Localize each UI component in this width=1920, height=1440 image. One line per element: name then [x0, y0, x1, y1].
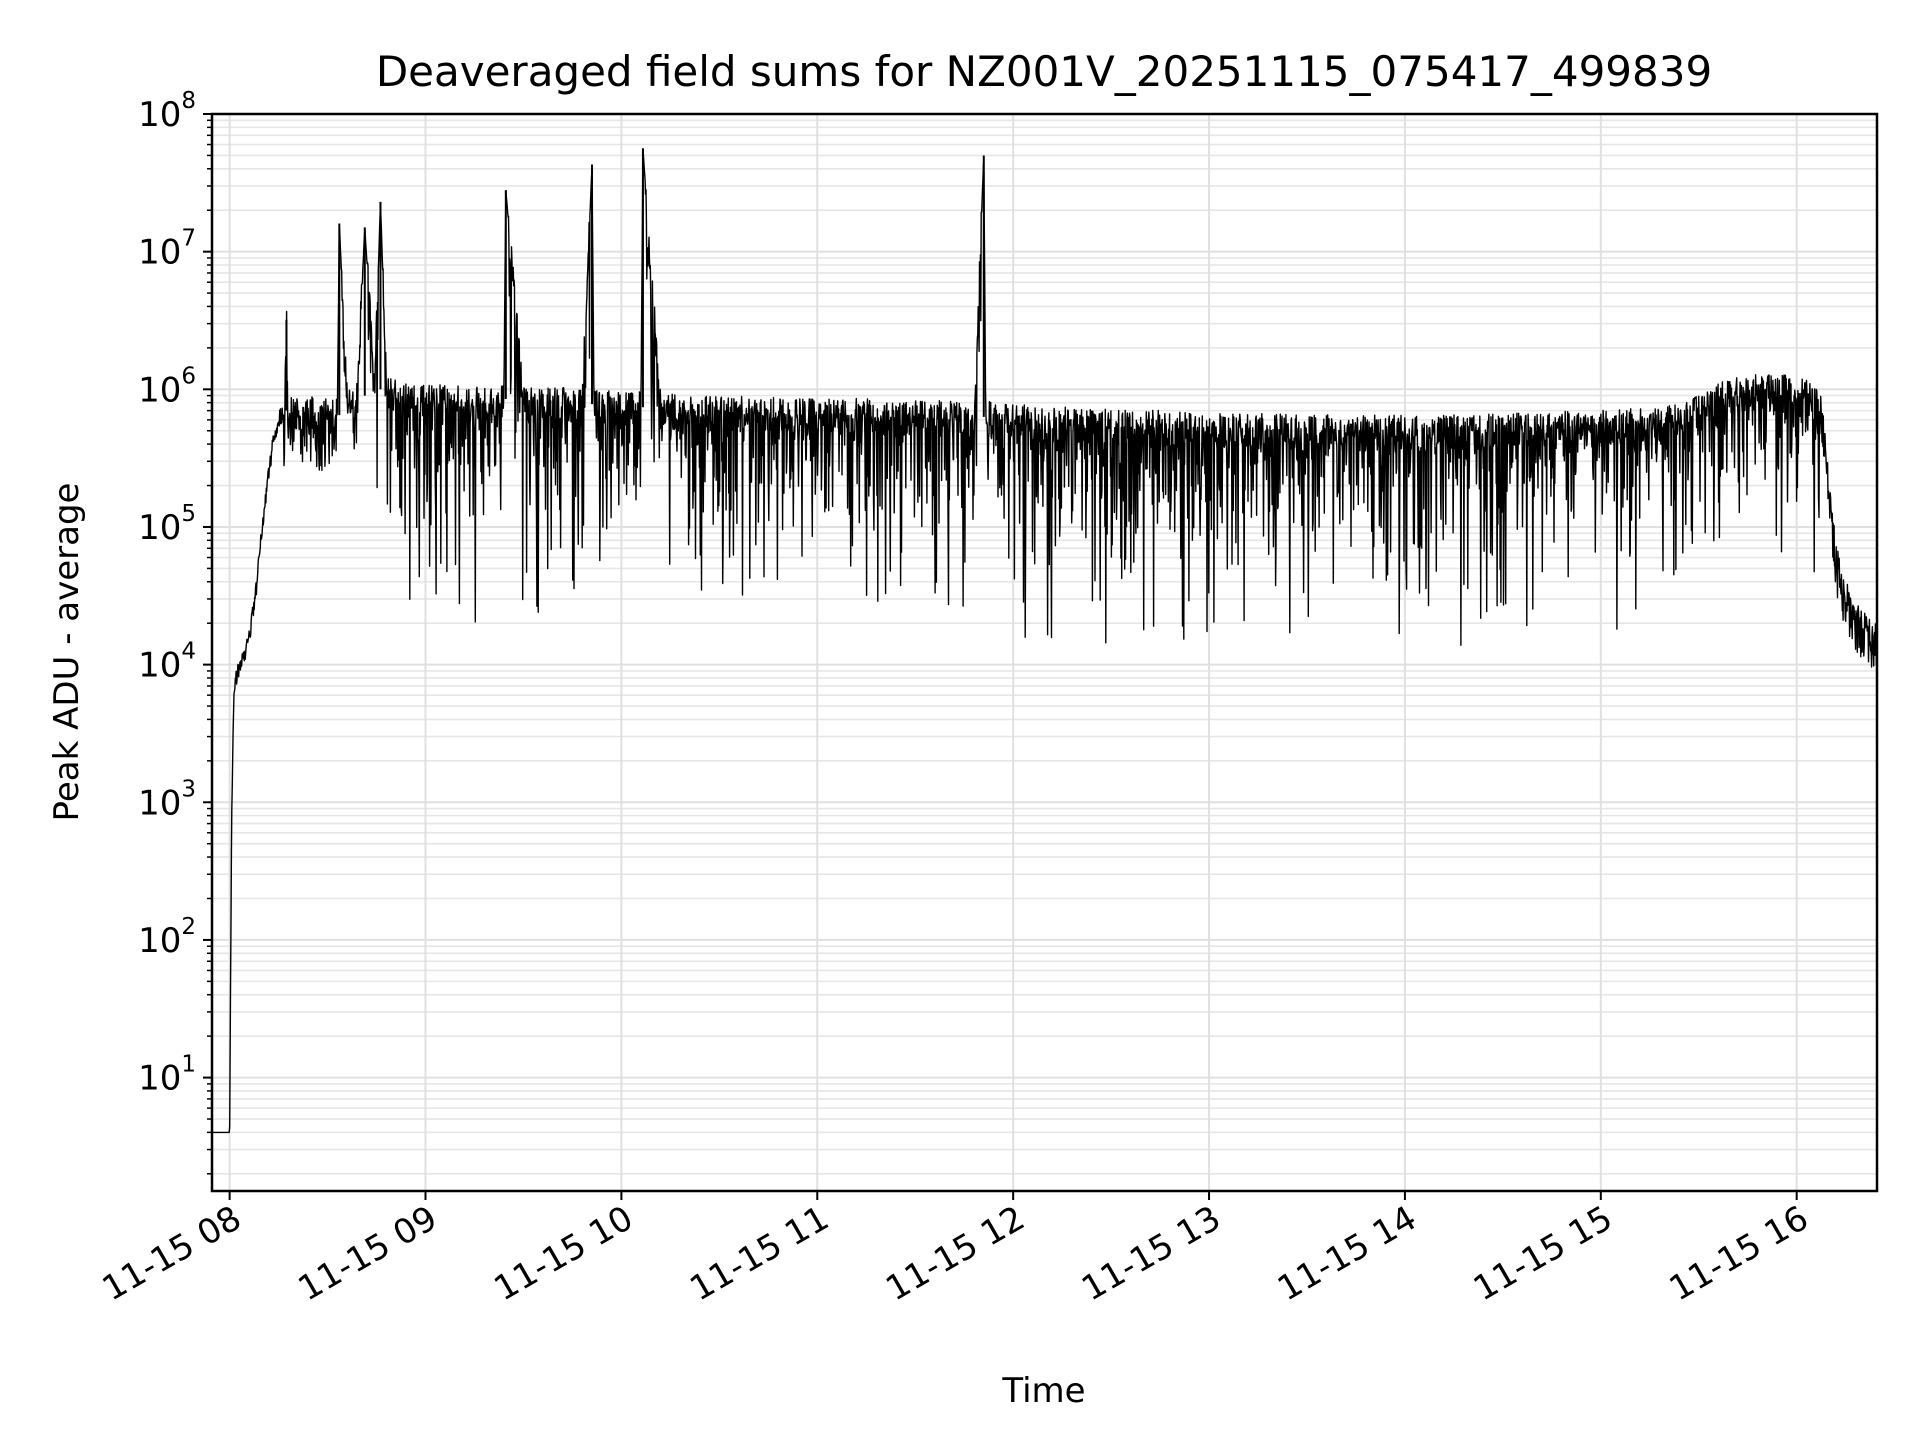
- y-tick-label: 108: [138, 88, 196, 135]
- y-tick-label: 101: [138, 1052, 196, 1099]
- y-tick-label: 105: [138, 501, 196, 548]
- y-axis-label: Peak ADU - average: [47, 483, 87, 822]
- plot-frame: [210, 112, 1879, 1193]
- plot-area: [211, 147, 1878, 1134]
- y-tick-label: 107: [138, 226, 196, 273]
- y-tick-label: 103: [138, 776, 196, 823]
- data-series-line: [211, 147, 1878, 1134]
- y-tick-label: 106: [138, 363, 196, 410]
- chart-title: Deaveraged field sums for NZ001V_2025111…: [376, 47, 1712, 96]
- y-tick-label: 104: [138, 639, 196, 686]
- x-axis-label: Time: [1001, 1371, 1085, 1411]
- y-axis: 101 102 103 104 105 106 107 108: [138, 88, 212, 1175]
- y-tick-label: 102: [138, 914, 196, 961]
